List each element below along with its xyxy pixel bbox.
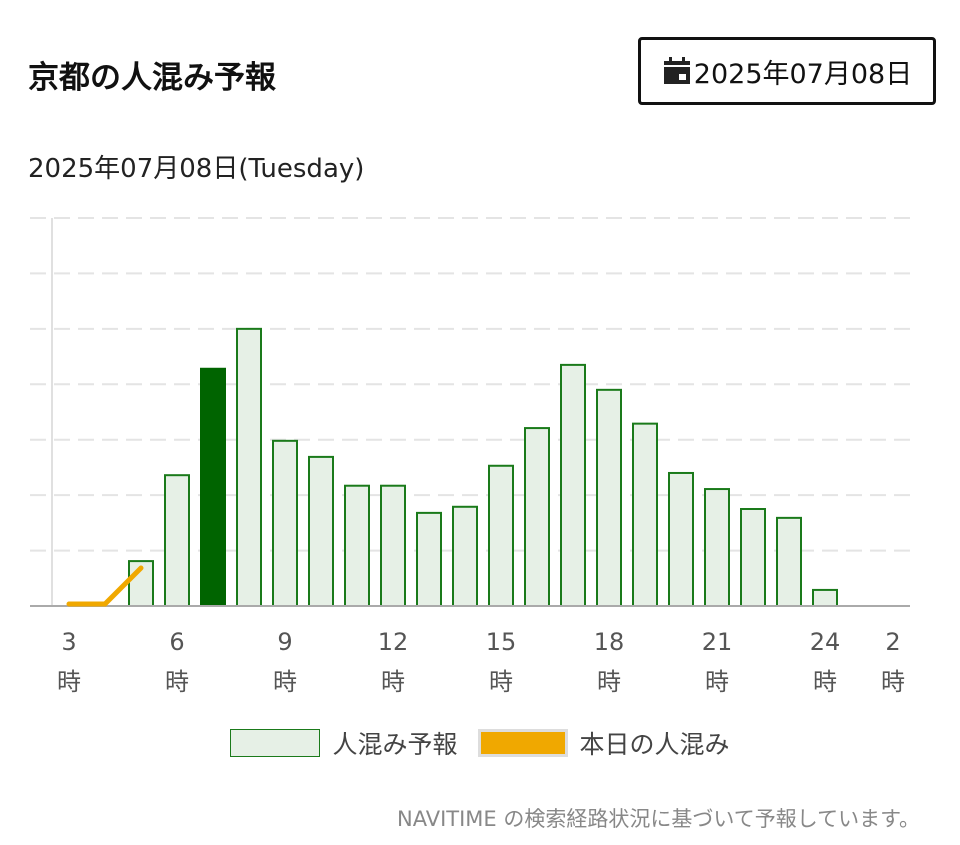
bar xyxy=(236,327,262,607)
legend-label: 本日の人混み xyxy=(579,730,730,759)
bar xyxy=(560,363,586,607)
bar xyxy=(452,505,478,608)
legend-label: 人混み予報 xyxy=(332,730,458,759)
line xyxy=(66,565,144,607)
legend: 人混み予報 本日の人混み xyxy=(0,725,960,761)
chart-subtitle: 2025年07月08日(Tuesday) xyxy=(28,154,365,184)
calendar-icon xyxy=(663,57,690,84)
bar xyxy=(308,455,334,608)
bar xyxy=(596,388,622,608)
x-tick-label: 6 時 xyxy=(165,628,189,696)
bar xyxy=(380,484,406,607)
legend-swatch xyxy=(230,729,321,757)
bar xyxy=(704,488,730,607)
bar xyxy=(488,464,514,607)
bar xyxy=(344,484,370,607)
page-title: 京都の人混み予報 xyxy=(28,60,276,96)
x-tick-label: 2 時 xyxy=(881,628,905,696)
bar xyxy=(272,439,298,607)
x-tick-label: 24 時 xyxy=(809,628,841,696)
bar xyxy=(524,427,550,607)
x-tick-label: 15 時 xyxy=(485,628,517,696)
date-button[interactable]: 2025年07月08日 xyxy=(638,37,936,105)
footnote: NAVITIME の検索経路状況に基づいて予報しています。 xyxy=(396,807,920,831)
bar xyxy=(776,516,802,608)
date-button-label: 2025年07月08日 xyxy=(693,58,913,90)
bar xyxy=(164,474,190,607)
bar xyxy=(668,471,694,607)
x-tick-label: 3 時 xyxy=(57,628,81,696)
bar xyxy=(632,422,658,608)
x-tick-label: 9 時 xyxy=(273,628,297,696)
bar xyxy=(200,367,226,607)
bar xyxy=(812,588,838,608)
x-tick-label: 12 時 xyxy=(377,628,409,696)
bar xyxy=(416,511,442,608)
legend-swatch xyxy=(477,729,568,757)
bar xyxy=(740,508,766,607)
x-tick-label: 18 時 xyxy=(593,628,625,696)
x-tick-label: 21 時 xyxy=(701,628,733,696)
